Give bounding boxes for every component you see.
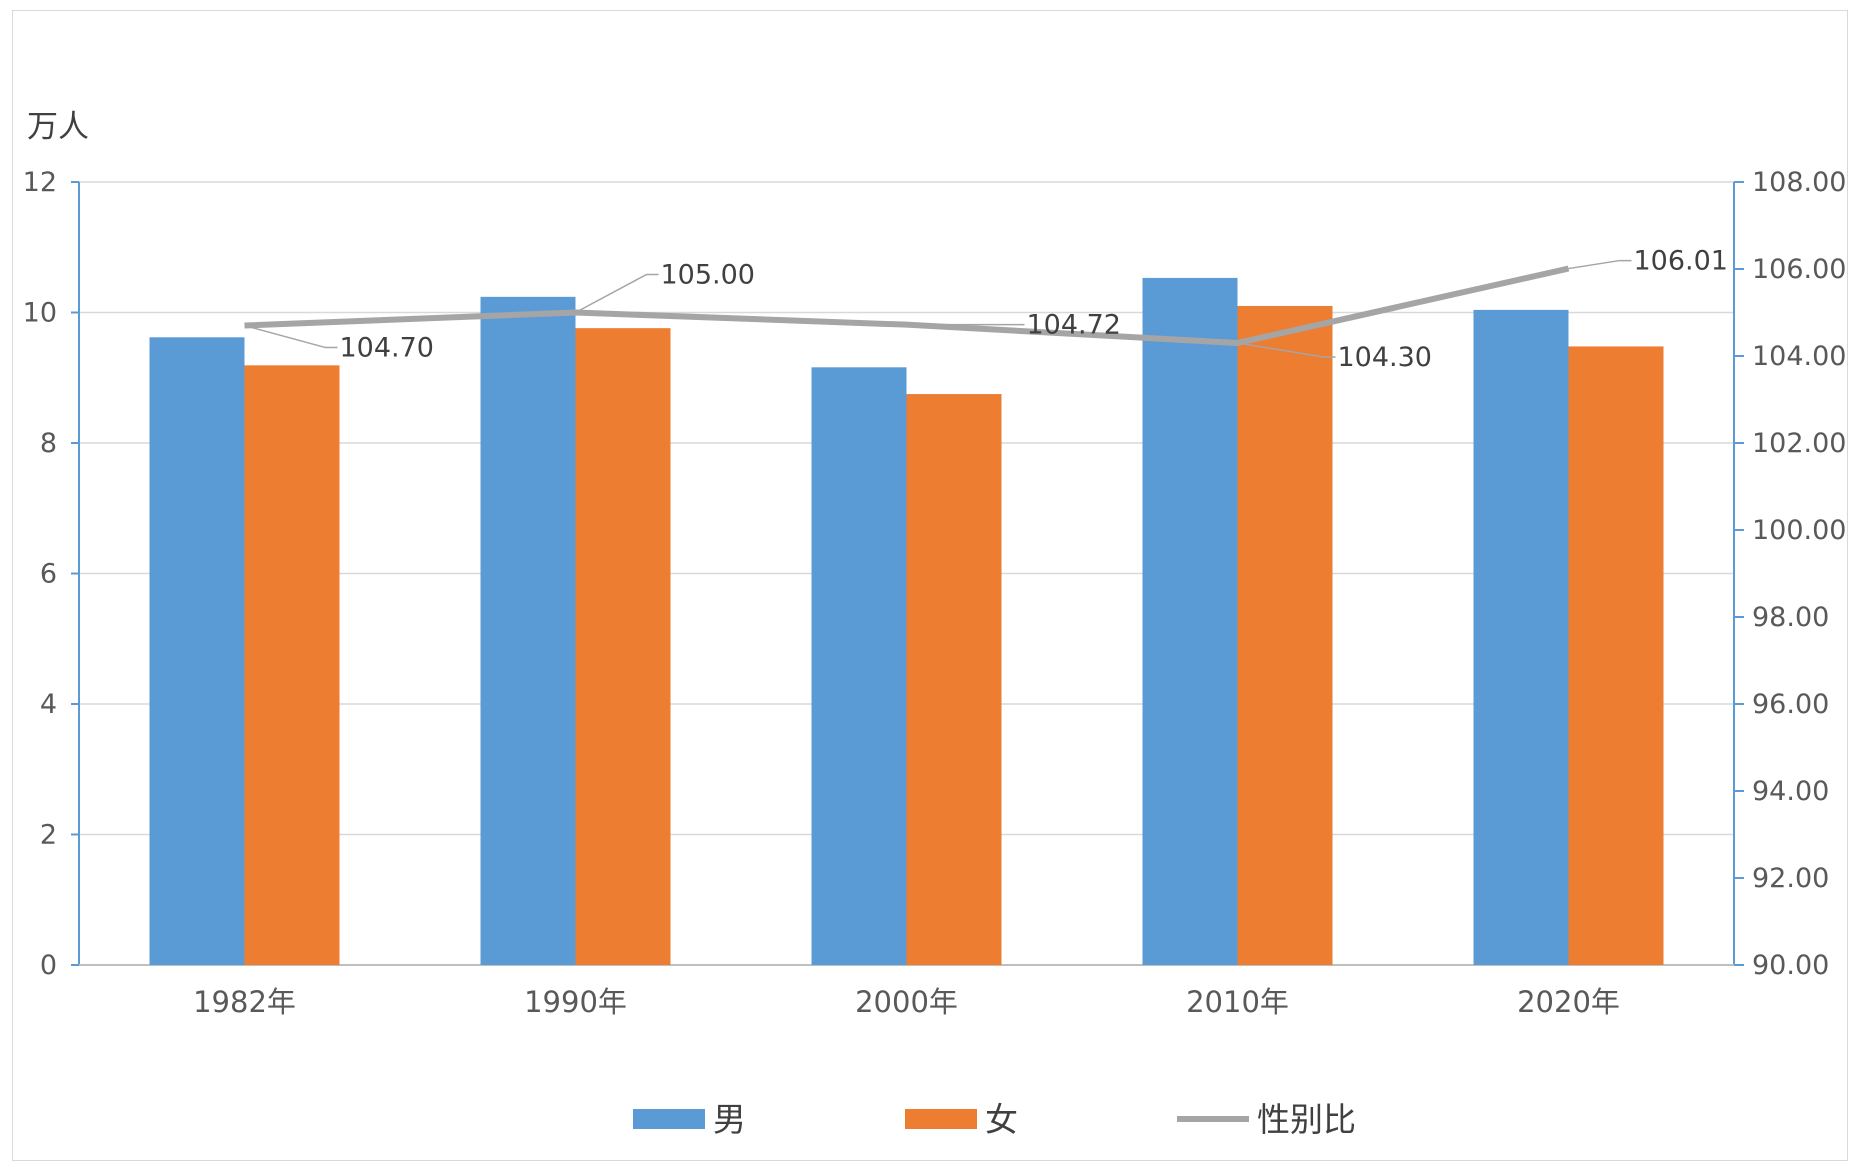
data-label: 104.72 <box>1027 310 1121 341</box>
bar-female <box>1568 346 1664 965</box>
y-tick-label-right: 92.00 <box>1752 863 1829 894</box>
x-tick-label: 1990年 <box>524 985 627 1019</box>
data-label: 105.00 <box>661 260 755 291</box>
data-label: 104.70 <box>340 333 434 364</box>
chart-svg: 万人 0 2 4 6 8 10 12 90.00 92.00 94.00 96.00 98.00 100… <box>23 109 1847 1139</box>
y-tick-label-left: 0 <box>40 950 57 981</box>
data-label: 106.01 <box>1634 246 1728 277</box>
x-tick-label: 2000年 <box>855 985 958 1019</box>
bar-male <box>811 367 907 965</box>
legend-swatch <box>633 1109 705 1129</box>
y-tick-label-right: 98.00 <box>1752 602 1829 633</box>
y-tick-label-right: 96.00 <box>1752 689 1829 720</box>
data-label-leader <box>1237 342 1336 358</box>
sex-ratio-line <box>244 265 1570 346</box>
y-tick-label-right: 94.00 <box>1752 776 1829 807</box>
y-tick-label-right: 108.00 <box>1752 167 1846 198</box>
bar-layer <box>149 277 1664 966</box>
legend-label: 女 <box>985 1100 1018 1139</box>
y-tick-label-left: 12 <box>23 167 57 198</box>
bar-female <box>1237 305 1333 966</box>
bar-female <box>906 394 1002 965</box>
bar-female <box>575 328 671 965</box>
y-tick-label-left: 4 <box>40 689 57 720</box>
bar-female <box>244 365 340 965</box>
legend: 男 女 性别比 <box>633 1100 1356 1139</box>
y-tick-label-left: 2 <box>40 820 57 851</box>
y-axis-unit-label: 万人 <box>27 109 89 145</box>
x-tick-label: 2010年 <box>1186 985 1289 1019</box>
legend-swatch <box>905 1109 977 1129</box>
bar-male <box>1473 309 1569 965</box>
data-label: 104.30 <box>1338 342 1432 373</box>
y-tick-label-right: 106.00 <box>1752 254 1846 285</box>
data-label-leader <box>244 324 338 349</box>
data-label-leader <box>1568 259 1632 270</box>
y-tick-label-left: 8 <box>40 428 57 459</box>
legend-label: 性别比 <box>1257 1100 1356 1139</box>
bar-male <box>480 296 576 966</box>
axes: 0 2 4 6 8 10 12 90.00 92.00 94.00 96.00 98.00 100.00… <box>23 167 1847 1019</box>
bar-male <box>1142 277 1238 966</box>
data-label-leader <box>575 273 659 314</box>
x-tick-label: 2020年 <box>1517 985 1620 1019</box>
chart-frame: 万人 0 2 4 6 8 10 12 90.00 92.00 94.00 96.00 98.00 100… <box>12 10 1848 1161</box>
legend-label: 男 <box>713 1100 746 1139</box>
y-tick-label-right: 100.00 <box>1752 515 1846 546</box>
y-tick-label-right: 104.00 <box>1752 341 1846 372</box>
y-tick-label-right: 102.00 <box>1752 428 1846 459</box>
bar-male <box>149 337 245 965</box>
x-tick-label: 1982年 <box>193 985 296 1019</box>
y-tick-label-left: 10 <box>23 298 57 329</box>
y-tick-label-right: 90.00 <box>1752 950 1829 981</box>
y-tick-label-left: 6 <box>40 559 57 590</box>
data-label-layer: 104.70 105.00 104.72 104.30 106.01 <box>244 246 1728 373</box>
line-layer <box>244 265 1570 346</box>
